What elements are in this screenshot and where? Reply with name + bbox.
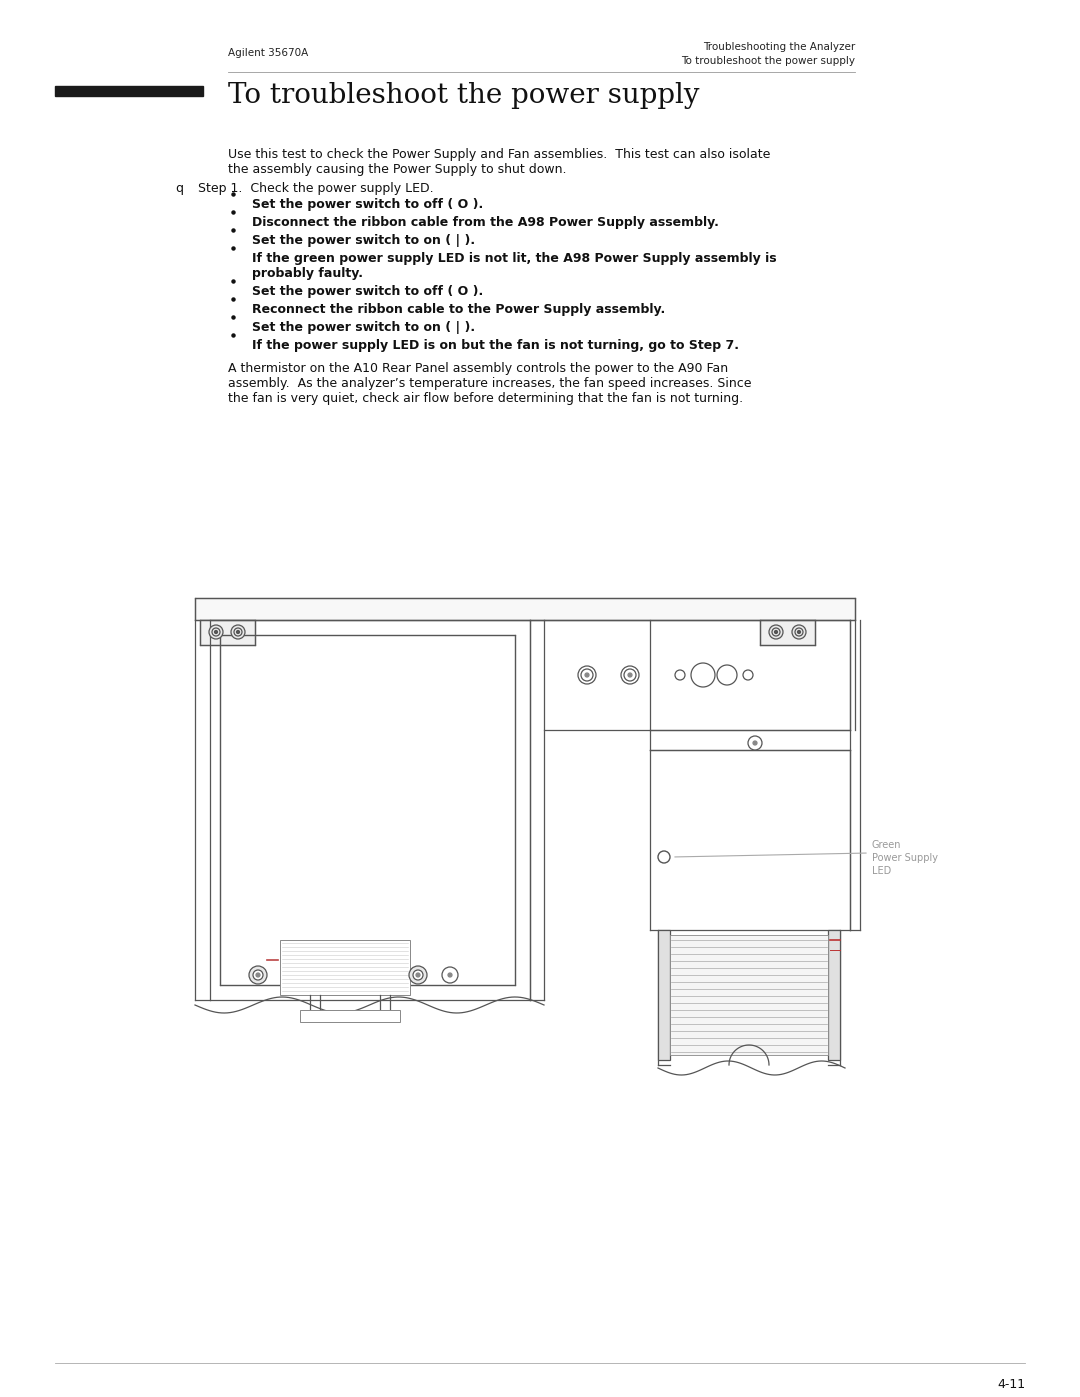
Bar bbox=[658, 930, 670, 1060]
Text: To troubleshoot the power supply: To troubleshoot the power supply bbox=[681, 56, 855, 66]
Circle shape bbox=[210, 624, 222, 638]
Circle shape bbox=[585, 673, 589, 678]
Circle shape bbox=[621, 666, 639, 685]
Text: Agilent 35670A: Agilent 35670A bbox=[228, 47, 308, 59]
Circle shape bbox=[658, 851, 670, 863]
Circle shape bbox=[774, 630, 778, 633]
Circle shape bbox=[769, 624, 783, 638]
Text: the assembly causing the Power Supply to shut down.: the assembly causing the Power Supply to… bbox=[228, 163, 567, 176]
Bar bbox=[280, 940, 410, 995]
Circle shape bbox=[448, 972, 453, 977]
Circle shape bbox=[797, 630, 800, 633]
Circle shape bbox=[795, 629, 804, 636]
Circle shape bbox=[772, 629, 780, 636]
Circle shape bbox=[249, 965, 267, 983]
Circle shape bbox=[256, 972, 260, 977]
Text: If the power supply LED is on but the fan is not turning, go to Step 7.: If the power supply LED is on but the fa… bbox=[252, 339, 739, 352]
Circle shape bbox=[253, 970, 264, 981]
Circle shape bbox=[691, 664, 715, 687]
Text: Reconnect the ribbon cable to the Power Supply assembly.: Reconnect the ribbon cable to the Power … bbox=[252, 303, 665, 316]
Text: q: q bbox=[175, 182, 183, 196]
Text: assembly.  As the analyzer’s temperature increases, the fan speed increases. Sin: assembly. As the analyzer’s temperature … bbox=[228, 377, 752, 390]
Bar bbox=[200, 620, 255, 645]
Text: If the green power supply LED is not lit, the A98 Power Supply assembly is: If the green power supply LED is not lit… bbox=[252, 251, 777, 265]
Text: Use this test to check the Power Supply and Fan assemblies.  This test can also : Use this test to check the Power Supply … bbox=[228, 148, 770, 161]
Circle shape bbox=[409, 965, 427, 983]
Circle shape bbox=[792, 624, 806, 638]
Circle shape bbox=[413, 970, 423, 981]
Circle shape bbox=[231, 624, 245, 638]
Circle shape bbox=[624, 669, 636, 680]
Circle shape bbox=[581, 669, 593, 680]
Text: A thermistor on the A10 Rear Panel assembly controls the power to the A90 Fan: A thermistor on the A10 Rear Panel assem… bbox=[228, 362, 728, 374]
Bar bbox=[760, 620, 815, 645]
Text: To troubleshoot the power supply: To troubleshoot the power supply bbox=[228, 82, 700, 109]
Bar bbox=[55, 87, 203, 96]
Bar bbox=[195, 598, 855, 620]
Text: Set the power switch to on ( | ).: Set the power switch to on ( | ). bbox=[252, 235, 475, 247]
Text: Green
Power Supply
LED: Green Power Supply LED bbox=[872, 840, 939, 876]
Circle shape bbox=[442, 967, 458, 983]
Circle shape bbox=[578, 666, 596, 685]
Text: Set the power switch to off ( O ).: Set the power switch to off ( O ). bbox=[252, 285, 483, 298]
Text: Disconnect the ribbon cable from the A98 Power Supply assembly.: Disconnect the ribbon cable from the A98… bbox=[252, 217, 719, 229]
Text: Step 1.  Check the power supply LED.: Step 1. Check the power supply LED. bbox=[198, 182, 434, 196]
Circle shape bbox=[237, 630, 240, 633]
Circle shape bbox=[675, 671, 685, 680]
Bar bbox=[220, 636, 515, 985]
Circle shape bbox=[717, 665, 737, 685]
Bar bbox=[670, 935, 828, 1055]
Circle shape bbox=[416, 972, 420, 977]
Text: probably faulty.: probably faulty. bbox=[252, 267, 363, 279]
Circle shape bbox=[234, 629, 242, 636]
Circle shape bbox=[215, 630, 217, 633]
Text: Set the power switch to on ( | ).: Set the power switch to on ( | ). bbox=[252, 321, 475, 334]
Bar bbox=[300, 1010, 400, 1023]
Text: Troubleshooting the Analyzer: Troubleshooting the Analyzer bbox=[703, 42, 855, 52]
Circle shape bbox=[748, 736, 762, 750]
Circle shape bbox=[627, 673, 632, 678]
Text: 4-11: 4-11 bbox=[997, 1377, 1025, 1391]
Text: the fan is very quiet, check air flow before determining that the fan is not tur: the fan is very quiet, check air flow be… bbox=[228, 393, 743, 405]
Circle shape bbox=[212, 629, 220, 636]
Circle shape bbox=[753, 740, 757, 745]
Text: Set the power switch to off ( O ).: Set the power switch to off ( O ). bbox=[252, 198, 483, 211]
Bar bbox=[828, 930, 840, 1060]
Circle shape bbox=[743, 671, 753, 680]
